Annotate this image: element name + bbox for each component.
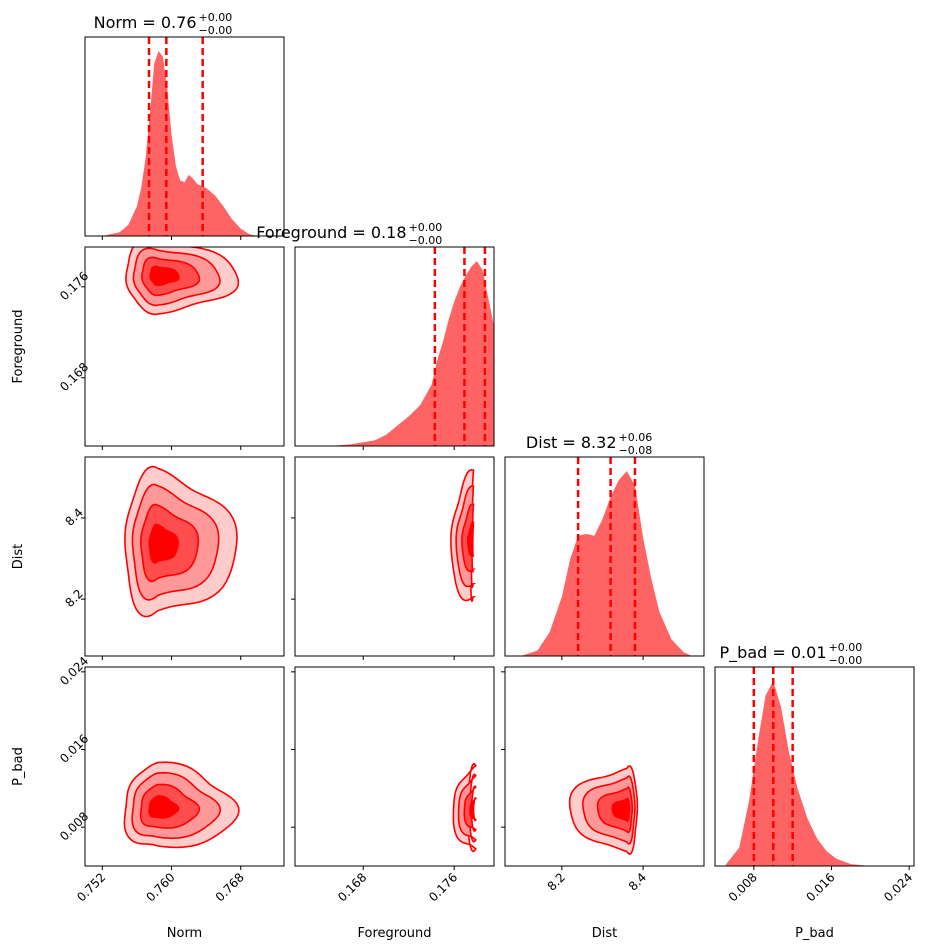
axes-frame: [504, 456, 705, 657]
histogram-Foreground: [329, 261, 494, 446]
y-tick-label: 8.4: [62, 505, 85, 528]
pair-panel-P_bad-vs-Norm: 0.752 0.760 0.768 0.008 0.016 0.024: [57, 654, 285, 904]
title-plus: +0.00: [829, 641, 863, 654]
contour-P_bad-vs-Norm-0: [148, 795, 180, 819]
x-tick-label: 8.4: [626, 870, 649, 893]
axes-frame: [84, 36, 285, 237]
pair-panel-Dist-vs-Norm: 8.2 8.4: [62, 456, 285, 660]
axes-frame: [84, 456, 285, 657]
y-tick-label: 0.168: [57, 360, 91, 394]
y-tick-label: 0.016: [57, 732, 91, 766]
x-tick-label: 0.176: [426, 870, 460, 904]
title-minus: −0.08: [619, 444, 653, 457]
y-axis-label-Foreground: Foreground: [11, 309, 26, 383]
contour-Foreground-vs-Norm-0: [149, 265, 180, 287]
title-minus: −0.00: [829, 654, 863, 667]
histogram-Dist: [521, 471, 692, 656]
x-axis-label-Dist: Dist: [592, 926, 618, 941]
y-axis-label-P_bad: P_bad: [11, 747, 26, 786]
hist-panel-P_bad: P_bad = 0.01 +0.00−0.00 0.008 0.016 0.024: [714, 641, 915, 904]
x-tick-label: 0.008: [726, 870, 760, 904]
pair-panel-P_bad-vs-Dist: 8.2 8.4: [501, 666, 705, 894]
axes-frame: [714, 666, 915, 867]
y-axis-label-Dist: Dist: [11, 544, 26, 570]
axes-frame: [84, 246, 285, 447]
x-tick-label: 0.752: [74, 870, 108, 904]
axes-frame: [294, 246, 495, 447]
axes-frame: [294, 666, 495, 867]
x-tick-label: 0.760: [143, 870, 177, 904]
title-plus: +0.06: [619, 431, 653, 444]
contour-P_bad-vs-Dist-0: [611, 797, 631, 823]
pair-panel-Foreground-vs-Norm: 0.168 0.176: [57, 246, 285, 450]
axes-frame: [84, 666, 285, 867]
axes-frame: [294, 456, 495, 657]
x-tick-label: 8.2: [545, 870, 568, 893]
title-plus: +0.00: [409, 221, 443, 234]
title-P_bad: P_bad = 0.01 +0.00−0.00: [720, 641, 863, 667]
x-axis-label-Norm: Norm: [167, 926, 202, 941]
y-tick-label: 8.2: [62, 587, 85, 610]
title-main: Norm = 0.76: [94, 13, 197, 32]
y-tick-label: 0.024: [57, 654, 91, 688]
x-axis-label-P_bad: P_bad: [795, 926, 834, 941]
title-minus: −0.00: [409, 234, 443, 247]
x-tick-label: 0.016: [803, 870, 837, 904]
y-tick-label: 0.176: [57, 269, 91, 303]
x-axis-label-Foreground: Foreground: [357, 926, 431, 941]
axes-frame: [504, 666, 705, 867]
x-tick-label: 0.768: [213, 870, 247, 904]
title-Dist: Dist = 8.32 +0.06−0.08: [526, 431, 652, 457]
hist-panel-Dist: Dist = 8.32 +0.06−0.08: [504, 431, 705, 660]
title-Norm: Norm = 0.76 +0.00−0.00: [94, 11, 233, 37]
hist-panel-Foreground: Foreground = 0.18 +0.00−0.00: [256, 221, 495, 450]
x-tick-label: 0.168: [335, 870, 369, 904]
title-plus: +0.00: [199, 11, 233, 24]
histogram-P_bad: [724, 681, 871, 866]
y-tick-label: 0.008: [57, 809, 91, 843]
hist-panel-Norm: Norm = 0.76 +0.00−0.00: [84, 11, 285, 240]
contour-Dist-vs-Norm-0: [148, 523, 179, 564]
pair-panel-P_bad-vs-Foreground: 0.168 0.176: [291, 666, 495, 904]
title-main: P_bad = 0.01: [720, 643, 827, 663]
title-minus: −0.00: [199, 24, 233, 37]
title-main: Foreground = 0.18: [256, 223, 406, 242]
x-tick-label: 0.024: [881, 870, 915, 904]
pair-panel-Dist-vs-Foreground: [291, 456, 495, 660]
contour-P_bad-vs-Foreground-0: [469, 796, 477, 822]
contour-Dist-vs-Foreground-0: [466, 521, 475, 557]
title-main: Dist = 8.32: [526, 433, 617, 452]
title-Foreground: Foreground = 0.18 +0.00−0.00: [256, 221, 442, 247]
histogram-Norm: [102, 51, 258, 236]
